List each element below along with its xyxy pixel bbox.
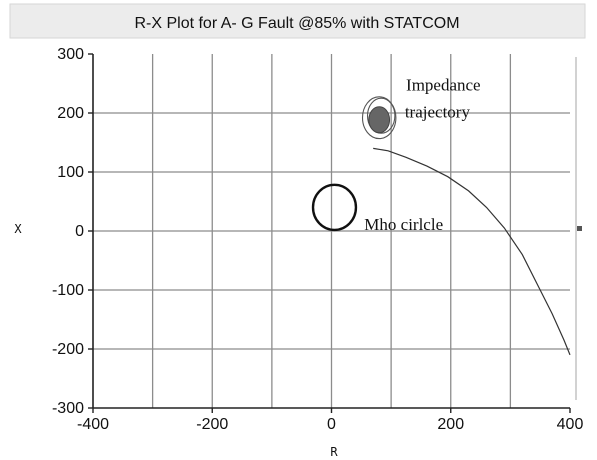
x-tick-label: 0: [327, 416, 336, 433]
y-tick-label: -200: [52, 341, 84, 358]
trajectory-loop: [366, 97, 396, 134]
y-tick-label: 200: [57, 105, 84, 122]
annotation-trajectory: trajectory: [405, 103, 471, 122]
y-tick-label: -300: [52, 400, 84, 417]
x-tick-label: -400: [77, 416, 109, 433]
trajectory-blob: [368, 106, 391, 134]
y-tick-label: 300: [57, 46, 84, 63]
y-tick-label: 100: [57, 164, 84, 181]
annotation-impedance: Impedance: [406, 76, 481, 95]
title-bar: [9, 3, 586, 39]
annotation-mho-circle: Mho cirlcle: [364, 215, 443, 234]
x-tick-label: -200: [196, 416, 228, 433]
tick-labels: -400 -200 0 200 400 -300 -200 -100 0 100 200 300: [52, 46, 583, 433]
x-tick-label: 200: [437, 416, 464, 433]
scrollbar-handle[interactable]: [577, 226, 582, 231]
y-tick-label: -100: [52, 282, 84, 299]
series: [311, 96, 571, 356]
y-tick-label: 0: [75, 223, 84, 240]
mho-circle: [311, 183, 358, 232]
trajectory-loop: [361, 96, 397, 140]
annotations: Impedance trajectory Mho cirlcle: [364, 76, 480, 234]
x-tick-label: 400: [557, 416, 584, 433]
y-axis-label: X: [14, 222, 22, 236]
impedance-trajectory-curve: [373, 147, 571, 356]
chart-title: R-X Plot for A- G Fault @85% with STATCO…: [134, 15, 459, 32]
grid: [93, 54, 570, 408]
x-axis-label: R: [330, 445, 338, 459]
